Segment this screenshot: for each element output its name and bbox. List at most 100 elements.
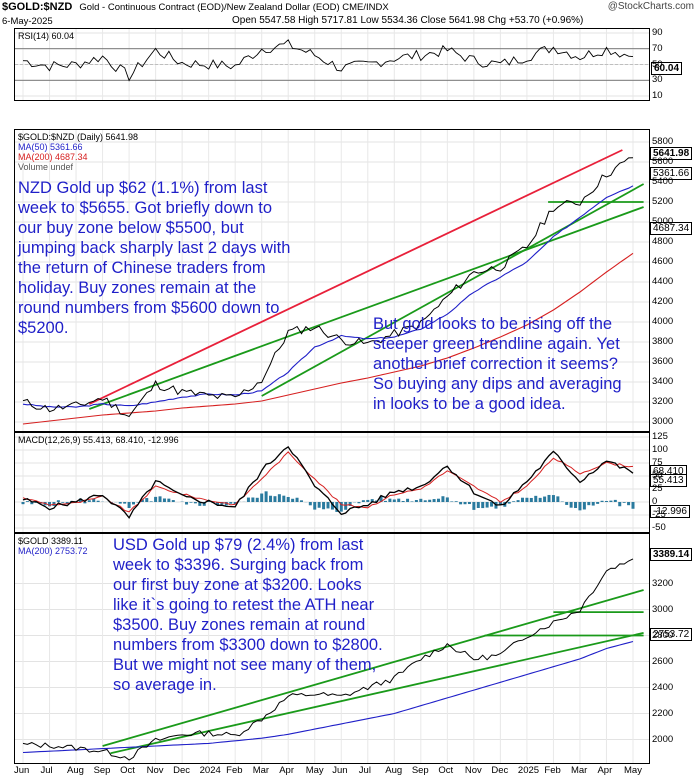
usd-gold-plot <box>15 534 649 780</box>
annotation-line: the return of Chinese traders from <box>18 259 266 277</box>
usd-tick-label: 2000 <box>652 733 674 745</box>
month-tick-label: May <box>305 765 324 776</box>
month-tick-label: Jun <box>14 765 30 776</box>
rsi-plot <box>15 29 649 429</box>
nzd-tick-label: 5600 <box>652 156 674 167</box>
macd-histogram-bar <box>322 502 326 510</box>
macd-histogram-bar <box>61 502 65 503</box>
nzd-tick-label: 3200 <box>652 396 674 407</box>
macd-histogram-bar <box>596 502 600 504</box>
chart-header: $GOLD:$NZD Gold - Continuous Contract (E… <box>2 1 389 13</box>
month-tick-label: Jul <box>40 765 53 776</box>
usd-legend: $GOLD 3389.11 MA(200) 2753.72 <box>18 536 88 556</box>
macd-histogram-bar <box>145 498 149 502</box>
macd-histogram-bar <box>295 497 299 502</box>
usd-tick-label: 2600 <box>652 655 674 667</box>
macd-histogram-bar <box>56 500 60 502</box>
annotation-line: So buying any dips and averaging <box>373 375 622 393</box>
macd-histogram-bar <box>136 502 140 503</box>
macd-histogram-bar <box>282 495 286 502</box>
macd-histogram-bar <box>78 498 82 502</box>
macd-histogram-bar <box>627 502 631 506</box>
macd-histogram-bar <box>556 496 560 502</box>
ma200-line <box>22 252 634 425</box>
annotation-line: NZD Gold up $62 (1.1%) from last <box>18 179 268 197</box>
month-tick-label: 2025 <box>517 765 540 776</box>
nzd-price-line <box>22 157 634 418</box>
macd-histogram-bar <box>547 494 551 502</box>
usd-tick-label: 3000 <box>652 603 674 615</box>
nzd-tick-label: 5400 <box>652 176 674 187</box>
rsi-tick-label: 30 <box>652 74 663 86</box>
month-tick-label: Nov <box>464 765 482 776</box>
usd-ma200-line <box>22 640 634 754</box>
macd-histogram-bar <box>255 497 259 502</box>
legend-usd-price: $GOLD 3389.11 <box>18 536 83 546</box>
macd-tick-label: 50 <box>652 470 663 481</box>
month-tick-label: May <box>624 765 642 776</box>
macd-histogram-bar <box>361 500 365 502</box>
nzd-tick-label: 5200 <box>652 196 674 207</box>
nzd-tick-label: 3600 <box>652 356 674 367</box>
nzd-annotation-left: NZD Gold up $62 (1.1%) from last week to… <box>18 178 290 338</box>
usd-tick-label: 3200 <box>652 577 674 589</box>
macd-histogram-bar <box>538 497 542 502</box>
macd-histogram-bar <box>498 502 502 505</box>
annotation-line: But gold looks to be rising off the <box>373 315 613 333</box>
macd-histogram-bar <box>481 502 485 509</box>
macd-histogram-bar <box>202 502 206 506</box>
macd-histogram-bar <box>140 499 144 502</box>
nzd-price-box: 5641.98 <box>650 147 693 160</box>
macd-histogram-bar <box>578 502 582 511</box>
macd-histogram-bar <box>472 502 476 510</box>
macd-histogram-bar <box>299 500 303 502</box>
annotation-line: jumping back sharply last 2 days with <box>18 239 291 257</box>
nzd-annotation-right: But gold looks to be rising off the stee… <box>373 314 622 414</box>
macd-tick-label: 0 <box>652 496 658 507</box>
macd-histogram-bar <box>366 499 370 502</box>
macd-histogram-bar <box>613 499 617 502</box>
macd-histogram-bar <box>344 502 348 510</box>
rsi-tick-label: 90 <box>652 27 663 38</box>
nzd-ma200-box: 4687.34 <box>650 222 693 235</box>
chart-date: 6-May-2025 <box>2 16 53 27</box>
macd-histogram-bar <box>401 500 405 502</box>
annotation-line: steeper green trendline again. Yet <box>373 335 620 353</box>
month-tick-label: Dec <box>491 765 509 776</box>
nzd-tick-label: 4600 <box>652 256 674 267</box>
annotation-line: $3500. Buy zones remain at round <box>113 616 366 634</box>
legend-volume: Volume undef <box>18 162 74 172</box>
annotation-line: like it`s going to retest the ATH near <box>113 596 375 614</box>
macd-histogram-bar <box>171 500 175 502</box>
month-tick-label: Jul <box>358 765 371 776</box>
macd-histogram-bar <box>622 502 626 503</box>
macd-histogram-bar <box>87 500 91 502</box>
annotation-line: our buy zone below $5500, but <box>18 219 244 237</box>
macd-histogram-bar <box>383 500 387 502</box>
macd-histogram-bar <box>467 502 471 505</box>
nzd-tick-label: 3800 <box>652 336 674 347</box>
macd-histogram-bar <box>565 502 569 505</box>
nzd-tick-label: 4200 <box>652 296 674 307</box>
annotation-line: so average in. <box>113 676 217 694</box>
macd-histogram-bar <box>406 498 410 502</box>
macd-histogram-bar <box>162 498 166 502</box>
macd-histogram-bar <box>587 502 591 506</box>
macd-histogram-bar <box>604 500 608 502</box>
macd-tick-label: 25 <box>652 483 663 494</box>
macd-histogram-bar <box>370 499 374 502</box>
month-tick-label: Apr <box>279 765 294 776</box>
macd-histogram-bar <box>167 498 171 502</box>
rsi-value-box: 60.04 <box>651 62 683 75</box>
macd-histogram-bar <box>251 497 255 502</box>
macd-histogram-bar <box>127 502 131 508</box>
macd-histogram-bar <box>330 502 334 510</box>
annotation-line: in looks to be a good idea. <box>373 395 566 413</box>
macd-histogram-bar <box>189 502 193 503</box>
month-tick-label: Aug <box>385 765 403 776</box>
macd-histogram-bar <box>308 502 312 506</box>
macd-hist-box: -12.996 <box>650 505 690 518</box>
macd-histogram-bar <box>339 502 343 512</box>
macd-histogram-bar <box>437 498 441 502</box>
usd-ma200-box: 2753.72 <box>650 628 693 641</box>
